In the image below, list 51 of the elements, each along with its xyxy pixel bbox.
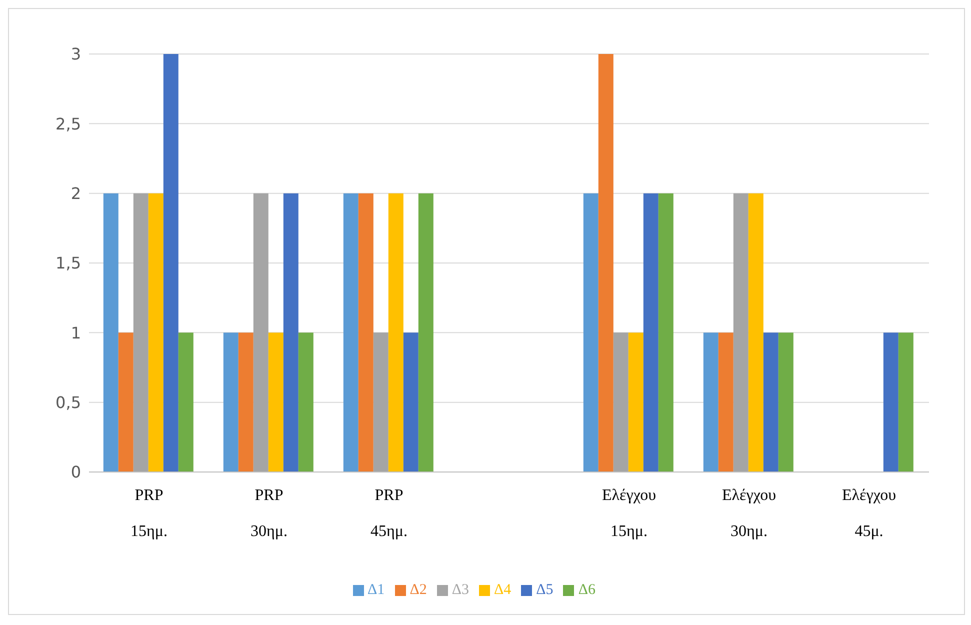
bar <box>778 332 794 472</box>
bar <box>883 332 898 472</box>
bar <box>298 332 314 472</box>
y-tick-label: 1 <box>70 323 81 342</box>
legend-label: Δ2 <box>410 582 427 598</box>
bar <box>418 193 434 472</box>
bar <box>763 332 778 472</box>
bar <box>253 193 268 472</box>
x-tick-label: Ελέγχου 45μ. <box>842 487 896 540</box>
bar <box>223 332 238 472</box>
bar <box>133 193 148 472</box>
bar <box>658 193 674 472</box>
y-tick-label: 1,5 <box>56 254 81 273</box>
bar <box>103 193 118 472</box>
bar <box>403 332 418 472</box>
x-tick-label: PRP 15ημ. <box>130 487 168 540</box>
x-tick-label: Ελέγχου 15ημ. <box>602 487 656 540</box>
bar <box>148 193 164 472</box>
bar <box>643 193 658 472</box>
bar <box>718 332 734 472</box>
bar <box>358 193 374 472</box>
legend-label: Δ3 <box>452 582 469 598</box>
bar <box>283 193 298 472</box>
bar <box>388 193 404 472</box>
bar <box>178 332 194 472</box>
x-tick-label: PRP 45ημ. <box>370 487 408 540</box>
bar <box>373 332 388 472</box>
bar <box>733 193 748 472</box>
bar <box>598 54 614 472</box>
legend-label: Δ1 <box>368 582 385 598</box>
bar <box>238 332 254 472</box>
y-tick-label: 3 <box>70 44 81 64</box>
legend-label: Δ4 <box>494 582 512 598</box>
y-tick-label: 2,5 <box>56 114 81 134</box>
x-tick-label: Ελέγχου 30ημ. <box>722 487 776 540</box>
bar <box>583 193 598 472</box>
legend-label: Δ5 <box>536 582 554 598</box>
bar <box>748 193 764 472</box>
bar <box>613 332 628 472</box>
y-tick-label: 0,5 <box>56 393 81 412</box>
bar <box>703 332 718 472</box>
legend-label: Δ6 <box>578 582 596 598</box>
y-tick-label: 2 <box>70 184 81 204</box>
x-tick-label: PRP 30ημ. <box>250 487 288 540</box>
bar <box>268 332 284 472</box>
bar <box>628 332 644 472</box>
y-tick-label: 0 <box>70 462 81 482</box>
bar <box>898 332 914 472</box>
bar <box>343 193 358 472</box>
bar <box>163 54 178 472</box>
bar <box>118 332 134 472</box>
